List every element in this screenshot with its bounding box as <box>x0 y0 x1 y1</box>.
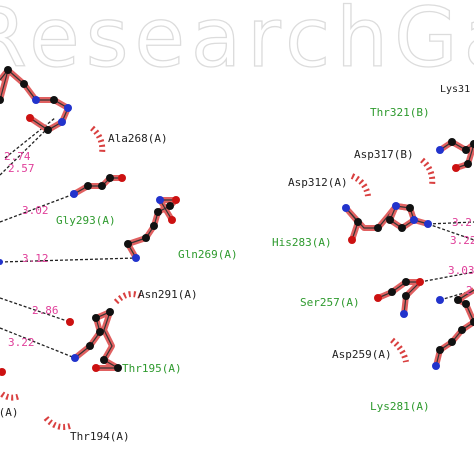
residue-label-asp312: Asp312(A) <box>288 176 348 189</box>
right-panel: 3.2 3.22 3.03 2 Lys31 Thr321(B) Asp317(B… <box>272 84 474 413</box>
left-partial-arc <box>0 391 22 401</box>
left-distance-labels: 2.74 2.57 3.02 3.12 2.86 3.22 <box>4 150 59 349</box>
thr194-arc <box>43 415 71 430</box>
distance-label: 3.2 <box>452 216 472 229</box>
right-residue-labels: Lys31 Thr321(B) Asp317(B) Asp312(A) His2… <box>272 84 470 413</box>
asn291-arc <box>113 291 142 305</box>
residue-label-thr195: Thr195(A) <box>122 362 182 375</box>
residue-label-asp317: Asp317(B) <box>354 148 414 161</box>
asp312-arc <box>350 173 371 197</box>
residue-label-his283: His283(A) <box>272 236 332 249</box>
left-residue-labels: Ala268(A) Gly293(A) Gln269(A) Asn291(A) … <box>0 132 238 443</box>
thr321-residue <box>436 138 474 172</box>
distance-label: 2 <box>466 284 473 297</box>
residue-label-thr321: Thr321(B) <box>370 106 430 119</box>
distance-label: 3.02 <box>22 204 49 217</box>
left-hbond-lines <box>0 117 137 359</box>
thr195-residue <box>66 308 122 372</box>
residue-label-asn291: Asn291(A) <box>138 288 198 301</box>
his283-residue <box>342 202 432 244</box>
distance-label: 2.74 <box>4 150 31 163</box>
asp317-arc <box>419 157 436 187</box>
residue-label-partial: 4(A) <box>0 406 19 419</box>
residue-label-gln269: Gln269(A) <box>178 248 238 261</box>
gly293-residue <box>70 174 126 198</box>
watermark-text: ResearchGate <box>0 0 474 86</box>
distance-label: 3.22 <box>8 336 35 349</box>
right-hydrophobic-arcs <box>350 157 436 363</box>
gln269-residue <box>124 196 180 262</box>
right-hbond-lines <box>419 221 474 301</box>
ser257-residue <box>374 278 424 318</box>
right-distance-labels: 3.2 3.22 3.03 2 <box>448 216 474 297</box>
distance-label: 3.12 <box>22 252 49 265</box>
residue-label-asp259: Asp259(A) <box>332 348 392 361</box>
residue-label-partial: Lys31 <box>440 84 470 95</box>
residue-label-thr194: Thr194(A) <box>70 430 130 443</box>
left-hydrophobic-arcs <box>0 125 142 430</box>
distance-label: 3.22 <box>450 234 474 247</box>
distance-label: 2.57 <box>8 162 35 175</box>
distance-label: 3.03 <box>448 264 474 277</box>
residue-label-gly293: Gly293(A) <box>56 214 116 227</box>
residue-label-ala268: Ala268(A) <box>108 132 168 145</box>
left-panel: 2.74 2.57 3.02 3.12 2.86 3.22 Ala268(A) … <box>0 66 238 443</box>
left-edge-atoms <box>0 259 6 376</box>
residue-label-lys281: Lys281(A) <box>370 400 430 413</box>
residue-label-ser257: Ser257(A) <box>300 296 360 309</box>
asp259-arc <box>390 337 409 363</box>
left-ligand-fragment <box>0 66 72 134</box>
ala268-arc <box>89 125 106 155</box>
distance-label: 2.86 <box>32 304 59 317</box>
lys281-residue <box>432 287 474 370</box>
